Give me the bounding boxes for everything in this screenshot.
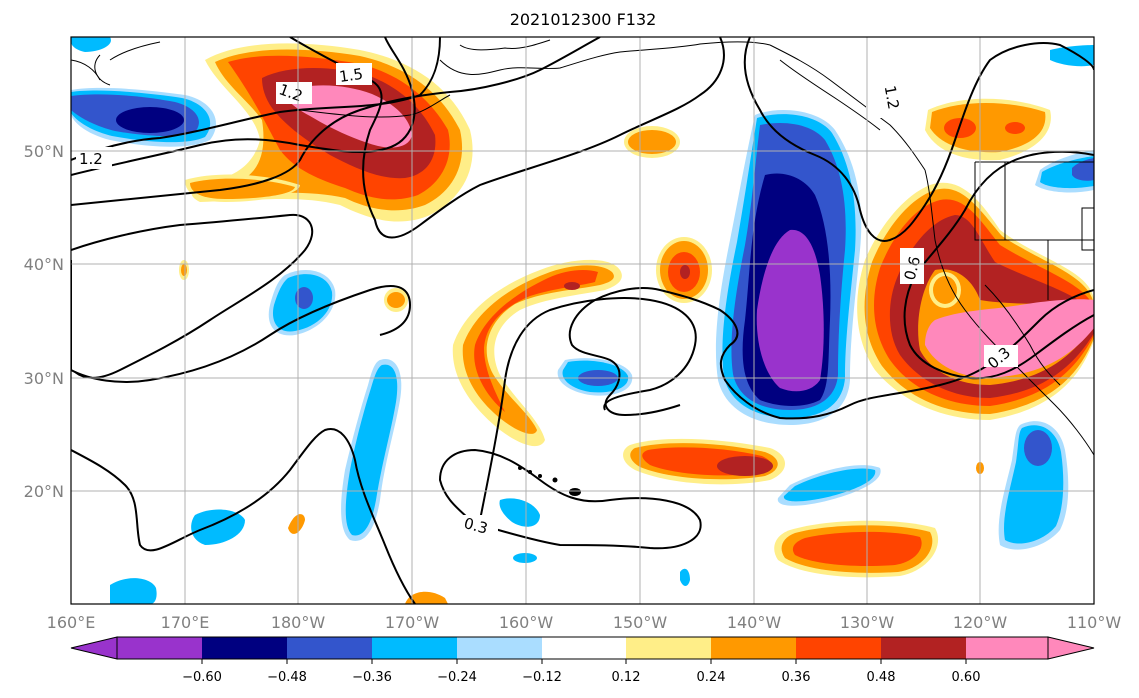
colorbar-max-arrow — [1047, 636, 1095, 660]
colorbar-swatch — [626, 637, 711, 659]
contour-label: 1.2 — [881, 84, 903, 111]
contour-lines — [71, 37, 1094, 604]
x-tick-label: 160°W — [499, 613, 554, 632]
negative-anomaly-central — [715, 110, 862, 425]
x-tick-label: 150°W — [613, 613, 668, 632]
map-field-layer: 1.2 1.5 1.2 1.2 0.6 0.3 0.3 — [71, 37, 1094, 604]
colorbar-swatch — [881, 637, 966, 659]
colorbar-swatch — [542, 637, 626, 659]
contour-label: 1.2 — [79, 150, 103, 168]
colorbar-swatch — [966, 637, 1048, 659]
colorbar-label: 0.12 — [612, 670, 641, 685]
map-frame — [70, 36, 1095, 605]
x-tick-label: 180°W — [271, 613, 326, 632]
colorbar-swatch — [202, 637, 287, 659]
colorbar-swatch — [287, 637, 372, 659]
colorbar-swatch — [372, 637, 457, 659]
colorbar-label: 0.48 — [867, 670, 896, 685]
colorbar-label: 0.24 — [697, 670, 726, 685]
x-tick-label: 170°E — [161, 613, 210, 632]
colorbar-label: −0.24 — [437, 670, 477, 685]
colorbar-swatch — [457, 637, 542, 659]
y-axis-labels: 20°N 30°N 40°N 50°N — [24, 142, 64, 501]
colorbar: −0.60 −0.48 −0.36 −0.24 −0.12 0.12 0.24 … — [70, 636, 1095, 685]
y-tick-label: 50°N — [24, 142, 64, 161]
colorbar-swatch — [796, 637, 881, 659]
colorbar-label: −0.60 — [182, 670, 222, 685]
positive-anomaly-crescent — [452, 259, 622, 447]
grid-lines — [71, 37, 1094, 604]
x-tick-label: 160°E — [47, 613, 96, 632]
contour-label: 1.5 — [338, 65, 364, 86]
x-tick-label: 170°W — [385, 613, 440, 632]
colorbar-label: −0.48 — [267, 670, 307, 685]
map-title: 2021012300 F132 — [509, 10, 657, 29]
coastlines — [71, 39, 1094, 456]
contour-label: 0.6 — [901, 254, 925, 282]
colorbar-swatch — [117, 637, 202, 659]
colorbar-min-arrow — [70, 636, 118, 660]
colorbar-label: −0.36 — [352, 670, 392, 685]
contour-label: 0.3 — [462, 514, 490, 538]
contour-labels: 1.2 1.5 1.2 1.2 0.6 0.3 0.3 — [76, 63, 1018, 538]
x-tick-label: 110°W — [1067, 613, 1122, 632]
x-tick-label: 120°W — [953, 613, 1008, 632]
y-tick-label: 30°N — [24, 369, 64, 388]
colorbar-swatch — [711, 637, 796, 659]
colorbar-label: 0.36 — [782, 670, 811, 685]
hawaii-islands — [518, 466, 581, 496]
colorbar-label: −0.12 — [522, 670, 562, 685]
colorbar-label: 0.60 — [952, 670, 981, 685]
x-axis-labels: 160°E 170°E 180°W 170°W 160°W 150°W 140°… — [47, 613, 1122, 632]
y-tick-label: 40°N — [24, 255, 64, 274]
y-tick-label: 20°N — [24, 482, 64, 501]
x-tick-label: 140°W — [727, 613, 782, 632]
x-tick-label: 130°W — [840, 613, 895, 632]
